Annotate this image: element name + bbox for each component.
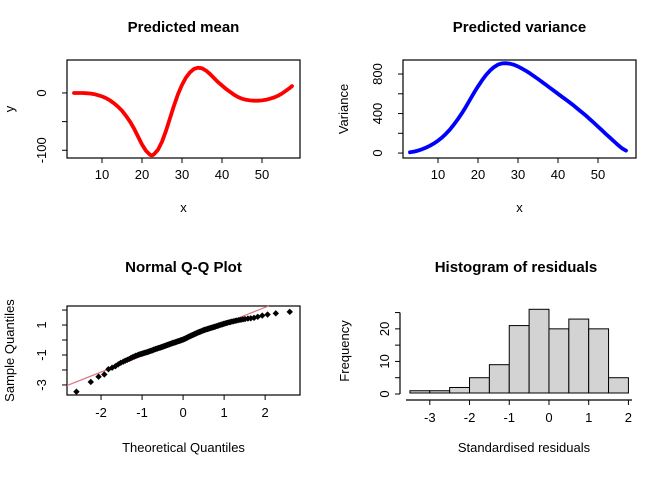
- qq-point: [272, 310, 279, 317]
- qq-point: [95, 373, 102, 380]
- x-tick-label: 2: [262, 405, 269, 420]
- histogram-bar: [449, 386, 471, 394]
- chart-title: Histogram of residuals: [435, 259, 598, 276]
- x-tick-label: 30: [175, 167, 189, 182]
- histogram-bar: [548, 328, 570, 394]
- y-tick-label: 20: [377, 322, 392, 336]
- x-tick-label: -3: [424, 410, 436, 425]
- qq-point: [259, 312, 266, 319]
- histogram-bar: [608, 377, 629, 394]
- x-tick-label: -2: [464, 410, 476, 425]
- y-axis-label: Variance: [336, 84, 351, 134]
- qq-point: [264, 311, 271, 318]
- qq-point: [115, 361, 122, 368]
- y-tick-label: 0: [377, 390, 392, 397]
- y-tick-label: 0: [34, 89, 49, 96]
- x-tick-label: 10: [95, 167, 109, 182]
- plot-box: [66, 305, 301, 396]
- qq-point: [101, 371, 108, 378]
- y-tick-label: -100: [34, 137, 49, 163]
- x-axis-label: Standardised residuals: [458, 440, 591, 455]
- residual-histogram-chart: Histogram of residuals Standardised resid…: [337, 259, 632, 455]
- qq-point: [108, 364, 116, 371]
- y-axis-label: y: [2, 105, 17, 112]
- x-tick-label: 0: [179, 405, 186, 420]
- histogram-bar: [568, 318, 590, 394]
- chart-title: Normal Q-Q Plot: [125, 259, 242, 276]
- histogram-bar: [469, 377, 490, 394]
- histogram-bar: [508, 325, 530, 394]
- y-tick-label: 400: [370, 103, 385, 125]
- histogram-bar: [409, 390, 431, 394]
- data-curve: [408, 61, 628, 155]
- qq-point: [254, 313, 261, 320]
- y-tick-label: 10: [377, 354, 392, 368]
- qq-point: [286, 308, 293, 316]
- x-tick-label: 30: [511, 167, 525, 182]
- histogram-bar: [588, 328, 610, 394]
- qq-plot-chart: Normal Q-Q Plot Theoretical Quantiles Samp…: [2, 259, 301, 455]
- x-tick-label: -1: [136, 405, 148, 420]
- x-tick-label: 1: [220, 405, 227, 420]
- predicted-variance-chart: Predicted variance x Variance 10 20 30 40 50 0 40…: [336, 19, 637, 215]
- x-tick-label: 40: [551, 167, 565, 182]
- plot-box: [66, 59, 301, 159]
- x-tick-label: 10: [431, 167, 445, 182]
- y-axis-label: Sample Quantiles: [2, 299, 17, 402]
- x-tick-label: 40: [215, 167, 229, 182]
- x-tick-label: 2: [625, 410, 632, 425]
- histogram-bar: [488, 364, 510, 394]
- qq-point: [117, 359, 124, 366]
- x-axis-label: x: [516, 200, 523, 215]
- plot-box: [402, 59, 637, 159]
- x-tick-label: 50: [255, 167, 269, 182]
- x-axis-label: Theoretical Quantiles: [122, 440, 245, 455]
- x-tick-label: 20: [471, 167, 485, 182]
- qq-point: [73, 388, 80, 395]
- y-tick-label: 1: [34, 321, 49, 328]
- x-tick-label: -2: [95, 405, 107, 420]
- x-tick-label: 1: [585, 410, 592, 425]
- x-tick-label: 50: [591, 167, 605, 182]
- y-tick-label: 800: [370, 63, 385, 85]
- y-tick-label: -3: [34, 379, 49, 391]
- y-tick-label: -1: [34, 349, 49, 361]
- qq-point: [247, 315, 254, 322]
- y-axis-label: Frequency: [337, 320, 352, 382]
- chart-title: Predicted variance: [453, 19, 586, 36]
- x-tick-label: 0: [545, 410, 552, 425]
- x-tick-label: 20: [135, 167, 149, 182]
- qq-point: [112, 363, 119, 370]
- x-axis-label: x: [180, 200, 187, 215]
- qq-point: [87, 378, 94, 386]
- histogram-bar: [429, 390, 451, 394]
- chart-title: Predicted mean: [128, 19, 240, 36]
- x-tick-label: -1: [503, 410, 515, 425]
- predicted-mean-chart: Predicted mean x y 10 20 30 40 50 -100 0: [2, 19, 301, 215]
- y-tick-label: 0: [370, 149, 385, 156]
- data-curve: [72, 65, 294, 158]
- histogram-bar: [528, 308, 550, 394]
